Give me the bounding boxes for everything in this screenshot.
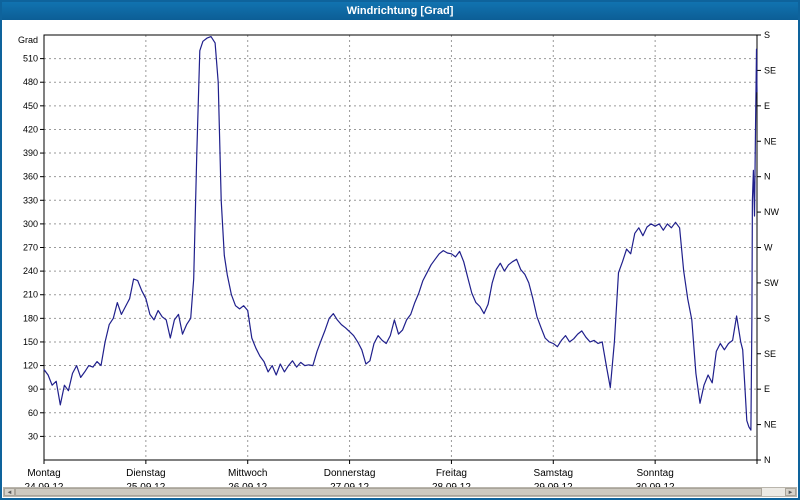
- y-tick-label: 240: [23, 266, 38, 276]
- compass-label: NW: [764, 207, 779, 217]
- compass-label: NE: [764, 136, 777, 146]
- compass-label: E: [764, 384, 770, 394]
- y-tick-label: 180: [23, 313, 38, 323]
- day-label: Freitag: [436, 468, 467, 479]
- compass-label: SE: [764, 65, 776, 75]
- y-tick-label: 510: [23, 54, 38, 64]
- compass-label: E: [764, 101, 770, 111]
- y-tick-label: 120: [23, 361, 38, 371]
- window-titlebar: Windrichtung [Grad]: [2, 2, 798, 20]
- horizontal-scrollbar[interactable]: ◄ ►: [3, 487, 797, 497]
- y-tick-label: 90: [28, 384, 38, 394]
- compass-label: SW: [764, 278, 779, 288]
- compass-label: S: [764, 30, 770, 40]
- tick-marks: [40, 34, 761, 464]
- y-tick-label: 480: [23, 77, 38, 87]
- day-label: Montag: [27, 468, 60, 479]
- day-date-label: 27.09.12: [330, 482, 369, 490]
- day-date-label: 29.09.12: [534, 482, 573, 490]
- wind-direction-series-line: [43, 36, 758, 431]
- y-axis-unit-label: Grad: [18, 35, 38, 45]
- y-tick-label: 390: [23, 148, 38, 158]
- chart-title: Windrichtung [Grad]: [346, 5, 454, 17]
- day-label: Sonntag: [637, 468, 674, 479]
- day-date-label: 25.09.12: [126, 482, 165, 490]
- day-date-label: 26.09.12: [228, 482, 267, 490]
- y-tick-label: 210: [23, 290, 38, 300]
- scrollbar-right-arrow-icon[interactable]: ►: [785, 488, 796, 496]
- y-tick-label: 30: [28, 431, 38, 441]
- gridlines: [44, 35, 757, 460]
- chart-svg: 30 60 90 120 150 180 210 240 270 300 330 360 390 420 4…: [18, 30, 780, 490]
- y-tick-label: 420: [23, 124, 38, 134]
- day-label: Samstag: [534, 468, 573, 479]
- scrollbar-left-arrow-icon[interactable]: ◄: [4, 488, 15, 496]
- day-label: Donnerstag: [324, 468, 376, 479]
- compass-label: NE: [764, 420, 777, 430]
- day-label: Dienstag: [126, 468, 165, 479]
- y-tick-label: 330: [23, 195, 38, 205]
- day-date-label: 24.09.12: [25, 482, 64, 490]
- compass-label: S: [764, 313, 770, 323]
- compass-label: N: [764, 455, 771, 465]
- day-label: Mittwoch: [228, 468, 267, 479]
- compass-label: N: [764, 172, 771, 182]
- compass-label: SE: [764, 349, 776, 359]
- y-tick-label: 300: [23, 219, 38, 229]
- y-tick-label: 450: [23, 101, 38, 111]
- y-tick-label: 60: [28, 408, 38, 418]
- y-tick-label: 360: [23, 172, 38, 182]
- day-date-label: 30.09.12: [636, 482, 675, 490]
- y-tick-label: 150: [23, 337, 38, 347]
- scrollbar-track[interactable]: [15, 488, 785, 496]
- scrollbar-thumb[interactable]: [15, 488, 762, 496]
- compass-label: W: [764, 243, 773, 253]
- day-date-label: 28.09.12: [432, 482, 471, 490]
- y-tick-label: 270: [23, 243, 38, 253]
